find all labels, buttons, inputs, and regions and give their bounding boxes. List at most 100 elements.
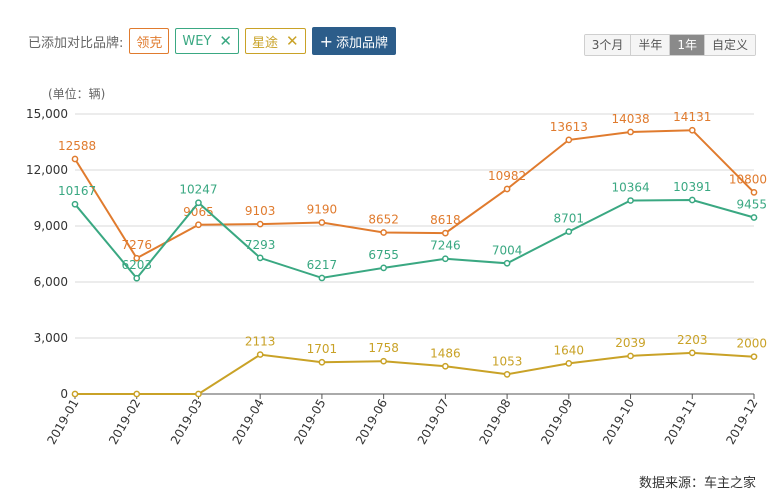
data-label: 1701 xyxy=(307,342,338,356)
data-label: 6203 xyxy=(121,258,152,272)
y-tick-label: 15,000 xyxy=(26,107,68,121)
data-point xyxy=(256,220,264,228)
data-label: 13613 xyxy=(550,120,588,134)
x-tick-label: 2019-05 xyxy=(291,397,328,447)
close-icon[interactable]: ✕ xyxy=(219,31,232,50)
data-point xyxy=(627,197,634,204)
x-tick-label: 2019-10 xyxy=(600,397,637,447)
data-point xyxy=(195,221,202,229)
plus-icon: + xyxy=(319,31,333,51)
data-label: 10800 xyxy=(729,172,767,186)
data-point xyxy=(442,362,449,370)
data-point xyxy=(318,358,326,366)
data-label: 6217 xyxy=(307,258,338,272)
period-button-custom[interactable]: 自定义 xyxy=(704,35,755,55)
y-tick-label: 3,000 xyxy=(34,331,68,345)
data-label: 7004 xyxy=(492,243,523,257)
x-tick-label: 2019-02 xyxy=(106,397,143,447)
data-label: 14038 xyxy=(611,112,649,126)
data-point xyxy=(195,199,202,207)
data-label: 2113 xyxy=(245,335,276,349)
x-tick-label: 2019-03 xyxy=(168,397,205,447)
data-point xyxy=(318,274,326,282)
x-tick-label: 2019-12 xyxy=(723,397,760,447)
data-point xyxy=(71,200,79,208)
x-tick-label: 2019-04 xyxy=(230,397,267,447)
data-label: 1053 xyxy=(492,354,523,368)
data-label: 2203 xyxy=(677,333,708,347)
y-tick-label: 12,000 xyxy=(26,163,68,177)
data-point xyxy=(442,255,449,263)
data-label: 10982 xyxy=(488,169,526,183)
data-point xyxy=(380,357,387,365)
data-point xyxy=(688,196,696,204)
period-selector: 3个月 半年 1年 自定义 xyxy=(583,34,756,56)
data-label: 12588 xyxy=(58,139,96,153)
data-label: 9103 xyxy=(245,204,276,218)
data-point xyxy=(750,189,758,196)
close-icon[interactable]: ✕ xyxy=(286,31,299,50)
x-tick-label: 2019-09 xyxy=(538,397,575,447)
x-tick-label: 2019-08 xyxy=(476,397,513,447)
data-point xyxy=(380,264,387,272)
data-point xyxy=(133,254,141,262)
data-label: 2039 xyxy=(615,336,646,350)
data-label: 10247 xyxy=(179,183,217,197)
data-point xyxy=(380,229,387,236)
brand-chip-label: WEY xyxy=(182,33,212,49)
brand-chip-xingtu[interactable]: 星途 ✕ xyxy=(245,28,306,54)
data-label: 7276 xyxy=(121,238,152,252)
data-point xyxy=(627,128,634,136)
toolbar-label: 已添加对比品牌: xyxy=(28,35,124,51)
add-brand-label: 添加品牌 xyxy=(336,35,389,51)
y-tick-label: 6,000 xyxy=(34,275,68,289)
data-point xyxy=(688,349,696,357)
series-line xyxy=(74,198,755,280)
series-line xyxy=(75,351,755,395)
data-point xyxy=(565,136,573,144)
data-point xyxy=(627,352,634,360)
data-label: 10391 xyxy=(673,180,711,194)
brand-chip-label: 星途 xyxy=(252,35,279,51)
data-point xyxy=(256,351,264,358)
data-point xyxy=(503,259,511,267)
data-point xyxy=(565,228,573,235)
x-tick-label: 2019-06 xyxy=(353,397,390,447)
data-point xyxy=(71,155,79,163)
period-button-3-months[interactable]: 3个月 xyxy=(584,35,632,55)
data-point xyxy=(442,229,449,237)
data-point xyxy=(565,360,573,367)
data-label: 14131 xyxy=(673,110,711,124)
data-point xyxy=(256,254,264,262)
data-label: 9455 xyxy=(736,198,767,212)
x-tick-label: 2019-01 xyxy=(44,397,81,447)
data-point xyxy=(133,274,141,282)
data-point xyxy=(318,219,326,226)
data-point xyxy=(750,214,758,221)
brand-chip-label: 领克 xyxy=(136,35,163,51)
data-label: 2000 xyxy=(736,337,767,351)
data-point xyxy=(71,390,79,398)
y-axis-unit-label: (单位：辆) xyxy=(48,86,105,101)
data-label: 1640 xyxy=(554,343,585,357)
data-point xyxy=(503,370,511,378)
period-button-1-year[interactable]: 1年 xyxy=(670,35,705,55)
data-label: 9190 xyxy=(307,202,338,216)
brand-chip-wey[interactable]: WEY ✕ xyxy=(175,28,239,54)
data-label: 1486 xyxy=(430,346,461,360)
data-label: 8618 xyxy=(430,213,461,227)
data-point xyxy=(750,353,758,361)
data-label: 8652 xyxy=(368,212,399,226)
add-brand-button[interactable]: + 添加品牌 xyxy=(311,27,397,55)
brand-chip-lynkco[interactable]: 领克 xyxy=(129,28,170,54)
period-button-half-year[interactable]: 半年 xyxy=(631,35,671,55)
brand-toolbar: 已添加对比品牌: 领克 WEY ✕ 星途 ✕ + 添加品牌 xyxy=(28,26,397,56)
data-label: 10167 xyxy=(58,184,96,198)
y-tick-label: 9,000 xyxy=(34,219,68,233)
x-tick-label: 2019-11 xyxy=(662,397,699,447)
series-line xyxy=(74,129,755,260)
data-label: 8701 xyxy=(554,212,585,226)
data-label: 7246 xyxy=(430,239,461,253)
data-point xyxy=(133,390,141,398)
